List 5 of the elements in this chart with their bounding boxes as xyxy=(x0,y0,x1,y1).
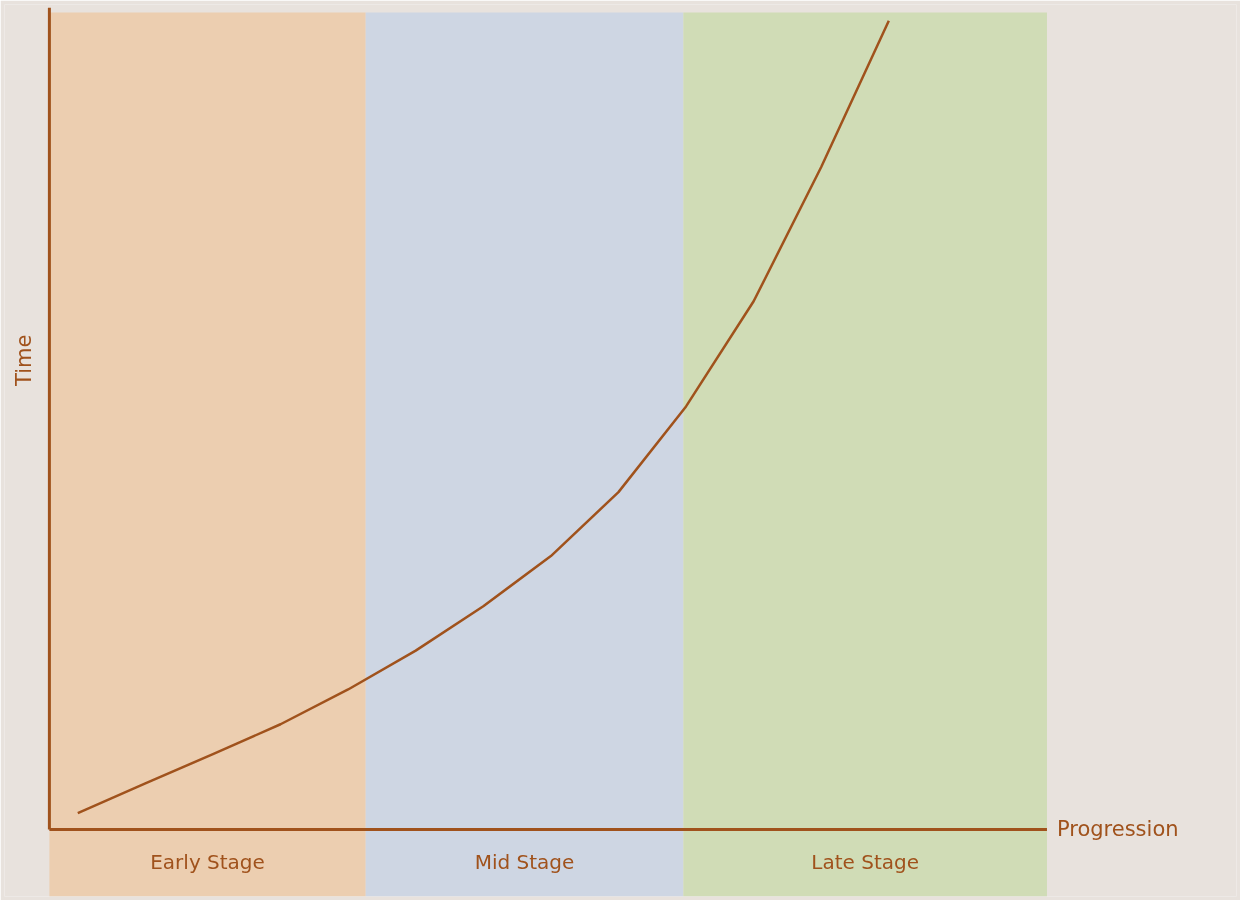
text: Late Stage xyxy=(811,849,920,874)
text: Progression xyxy=(1056,817,1179,842)
text: Mid Stage xyxy=(474,849,575,874)
y-axis-title: Time xyxy=(12,334,37,388)
text: Early Stage xyxy=(150,849,265,874)
